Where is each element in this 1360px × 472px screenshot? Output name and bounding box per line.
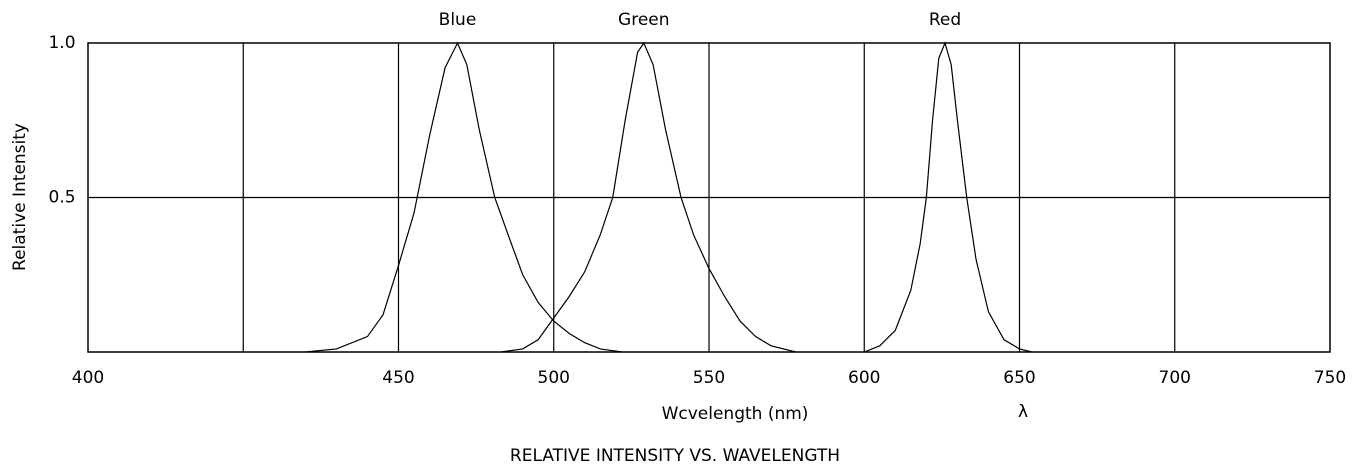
x-axis-label: Wcvelength (nm): [662, 404, 809, 424]
x-tick-label: 450: [382, 368, 414, 388]
series-label: Green: [618, 10, 669, 30]
x-tick-label: 650: [1003, 368, 1035, 388]
x-tick-label: 600: [848, 368, 880, 388]
spectrum-line: [864, 41, 1033, 353]
chart-title: RELATIVE INTENSITY VS. WAVELENGTH: [510, 446, 840, 466]
series-label: Blue: [439, 10, 477, 30]
spectrum-line: [500, 41, 797, 353]
series-label: Red: [929, 10, 961, 30]
spectrum-line: [305, 41, 623, 353]
y-tick-label: 1.0: [48, 33, 75, 53]
x-axis-symbol: λ: [1018, 402, 1028, 422]
x-tick-label: 500: [538, 368, 570, 388]
y-tick-label: 0.5: [48, 188, 75, 208]
x-tick-label: 400: [72, 368, 104, 388]
x-tick-label: 750: [1314, 368, 1346, 388]
y-axis-label: Relative Intensity: [10, 123, 30, 271]
x-tick-label: 700: [1159, 368, 1191, 388]
x-tick-label: 550: [693, 368, 725, 388]
